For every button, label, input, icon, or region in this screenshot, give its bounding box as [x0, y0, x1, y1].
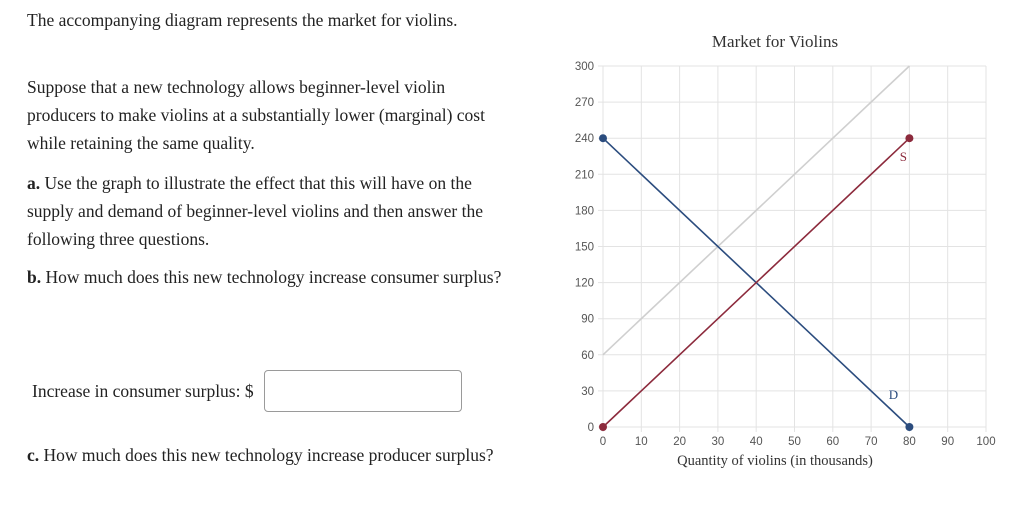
- y-tick-label: 60: [581, 350, 594, 362]
- chart-svg[interactable]: Market for Violins 0 10 20 30 40 50 60 70 80 90 10…: [545, 0, 1024, 501]
- y-tick-label: 150: [575, 242, 594, 254]
- y-tick-label: 210: [575, 169, 594, 181]
- x-tick-label: 70: [865, 436, 878, 448]
- part-c-text: c. How much does this new technology inc…: [27, 441, 497, 469]
- intro-text: The accompanying diagram represents the …: [27, 10, 458, 30]
- consumer-surplus-answer-row: Increase in consumer surplus: $: [32, 370, 462, 412]
- x-tick-label: 60: [826, 436, 839, 448]
- chart-grid: [598, 65, 987, 432]
- curve-reference-line: [602, 65, 910, 356]
- y-tick-label: 300: [575, 61, 594, 73]
- scenario-text: Suppose that a new technology allows beg…: [27, 77, 485, 153]
- consumer-surplus-input[interactable]: [263, 370, 462, 412]
- y-tick-label: 30: [581, 386, 594, 398]
- y-tick-label: 270: [575, 97, 594, 109]
- x-tick-label: 20: [673, 436, 686, 448]
- part-a-prefix: a.: [27, 173, 41, 193]
- market-chart[interactable]: Market for Violins 0 10 20 30 40 50 60 70 80 90 10…: [545, 0, 1024, 501]
- x-tick-label: 40: [750, 436, 763, 448]
- y-tick-label: 120: [575, 278, 594, 290]
- curve-s-line[interactable]: [602, 137, 910, 428]
- x-axis-label: Quantity of violins (in thousands): [677, 453, 873, 469]
- part-c-body: How much does this new technology increa…: [43, 445, 494, 465]
- curve-d-point[interactable]: [599, 134, 607, 143]
- consumer-surplus-label: Increase in consumer surplus: $: [32, 380, 254, 401]
- x-tick-label: 100: [976, 436, 995, 448]
- x-tick-label: 30: [712, 436, 725, 448]
- curve-s-point[interactable]: [905, 134, 914, 143]
- y-tick-label: 240: [575, 133, 594, 145]
- part-b-prefix: b.: [27, 267, 42, 287]
- x-tick-label: 0: [600, 436, 606, 448]
- part-b-body: How much does this new technology increa…: [45, 267, 502, 287]
- part-b-text: b. How much does this new technology inc…: [27, 263, 507, 291]
- y-tick-label: 0: [588, 422, 594, 434]
- chart-title: Market for Violins: [712, 32, 838, 51]
- chart-series[interactable]: DS: [599, 65, 914, 431]
- x-tick-label: 10: [635, 436, 648, 448]
- y-tick-label: 180: [575, 205, 594, 217]
- part-c-prefix: c.: [27, 445, 40, 465]
- x-tick-label: 90: [941, 436, 954, 448]
- curve-s-point[interactable]: [599, 423, 607, 431]
- axis-ticks: 0 10 20 30 40 50 60 70 80 90 100 0 30 60 90 120 150 180 21…: [575, 61, 996, 448]
- part-a-text: a. Use the graph to illustrate the effec…: [27, 169, 509, 253]
- part-a-body: Use the graph to illustrate the effect t…: [27, 173, 483, 249]
- curve-d-point[interactable]: [905, 423, 914, 431]
- curve-s-label: S: [900, 149, 907, 164]
- x-tick-label: 50: [788, 436, 801, 448]
- x-tick-label: 80: [903, 436, 916, 448]
- curve-d-label: D: [889, 387, 898, 402]
- y-tick-label: 90: [581, 314, 594, 326]
